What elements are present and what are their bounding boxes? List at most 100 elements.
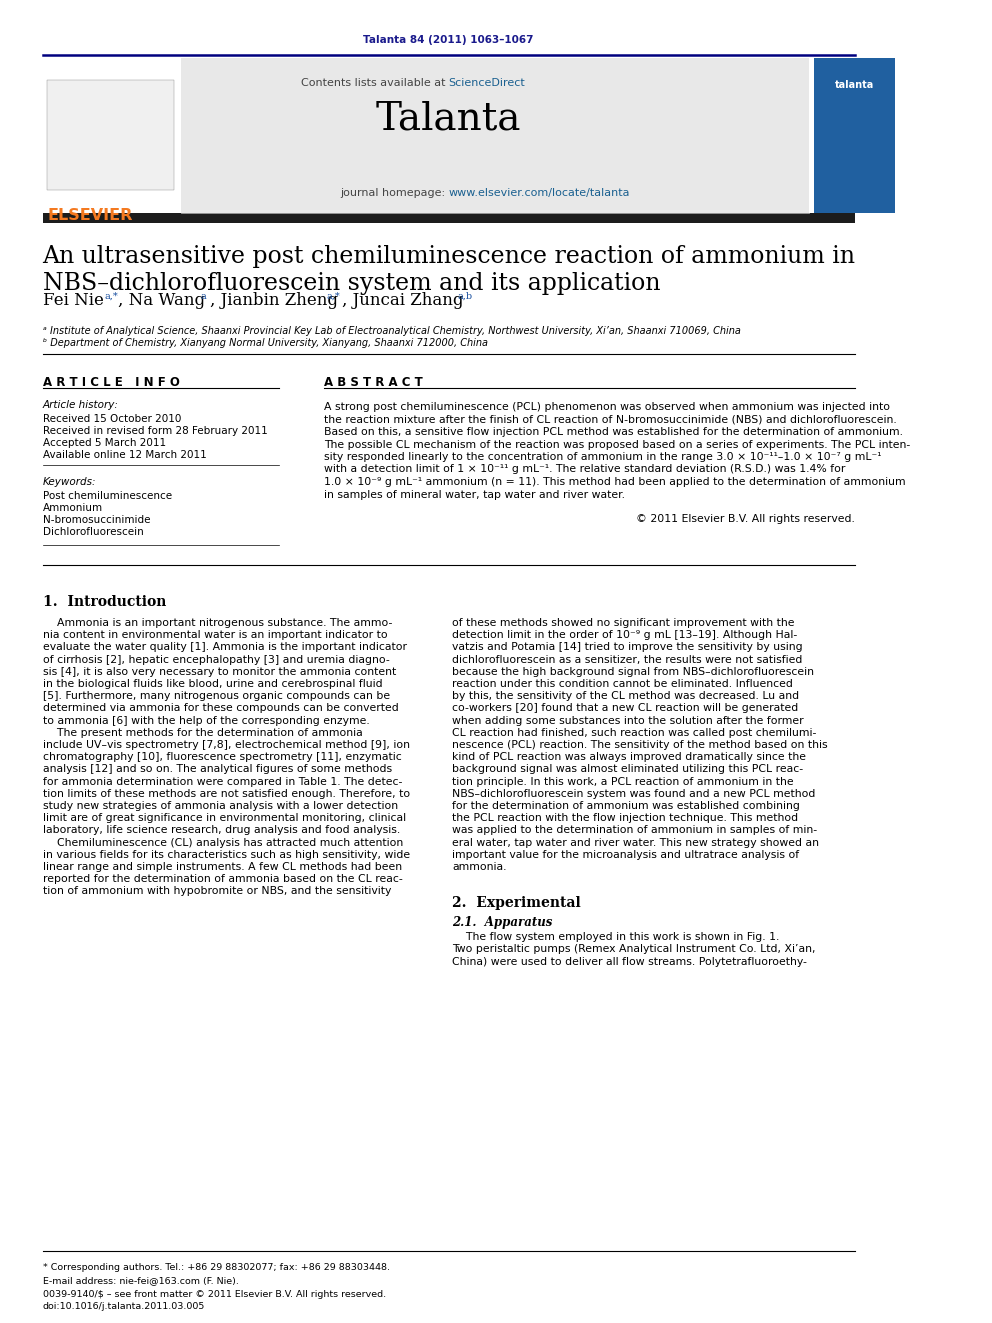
Text: Keywords:: Keywords:: [43, 478, 96, 487]
Text: www.elsevier.com/locate/talanta: www.elsevier.com/locate/talanta: [448, 188, 630, 198]
Text: ELSEVIER: ELSEVIER: [47, 208, 132, 224]
Text: laboratory, life science research, drug analysis and food analysis.: laboratory, life science research, drug …: [43, 826, 400, 835]
Text: journal homepage:: journal homepage:: [340, 188, 448, 198]
Text: © 2011 Elsevier B.V. All rights reserved.: © 2011 Elsevier B.V. All rights reserved…: [636, 515, 854, 524]
Text: dichlorofluorescein as a sensitizer, the results were not satisfied: dichlorofluorescein as a sensitizer, the…: [452, 655, 803, 664]
Text: reaction under this condition cannot be eliminated. Influenced: reaction under this condition cannot be …: [452, 679, 793, 689]
Bar: [43, 58, 181, 213]
Text: a: a: [200, 292, 206, 302]
Text: co-workers [20] found that a new CL reaction will be generated: co-workers [20] found that a new CL reac…: [452, 704, 799, 713]
Text: evaluate the water quality [1]. Ammonia is the important indicator: evaluate the water quality [1]. Ammonia …: [43, 643, 407, 652]
Text: in various fields for its characteristics such as high sensitivity, wide: in various fields for its characteristic…: [43, 849, 410, 860]
Text: E-mail address: nie-fei@163.com (F. Nie).: E-mail address: nie-fei@163.com (F. Nie)…: [43, 1275, 238, 1285]
Text: 1.0 × 10⁻⁹ g mL⁻¹ ammonium (n = 11). This method had been applied to the determi: 1.0 × 10⁻⁹ g mL⁻¹ ammonium (n = 11). Thi…: [323, 478, 906, 487]
Text: with a detection limit of 1 × 10⁻¹¹ g mL⁻¹. The relative standard deviation (R.S: with a detection limit of 1 × 10⁻¹¹ g mL…: [323, 464, 845, 475]
Text: , Juncai Zhang: , Juncai Zhang: [342, 292, 463, 310]
Text: Received 15 October 2010: Received 15 October 2010: [43, 414, 181, 423]
Text: A strong post chemiluminescence (PCL) phenomenon was observed when ammonium was : A strong post chemiluminescence (PCL) ph…: [323, 402, 890, 411]
Text: chromatography [10], fluorescence spectrometry [11], enzymatic: chromatography [10], fluorescence spectr…: [43, 753, 401, 762]
Text: in samples of mineral water, tap water and river water.: in samples of mineral water, tap water a…: [323, 490, 625, 500]
Text: , Jianbin Zheng: , Jianbin Zheng: [209, 292, 338, 310]
Text: of these methods showed no significant improvement with the: of these methods showed no significant i…: [452, 618, 795, 628]
Text: nia content in environmental water is an important indicator to: nia content in environmental water is an…: [43, 630, 387, 640]
Text: Based on this, a sensitive flow injection PCL method was established for the det: Based on this, a sensitive flow injectio…: [323, 427, 903, 437]
Text: * Corresponding authors. Tel.: +86 29 88302077; fax: +86 29 88303448.: * Corresponding authors. Tel.: +86 29 88…: [43, 1263, 390, 1271]
Text: NBS–dichlorofluorescein system and its application: NBS–dichlorofluorescein system and its a…: [43, 273, 660, 295]
Text: A R T I C L E   I N F O: A R T I C L E I N F O: [43, 376, 180, 389]
Text: was applied to the determination of ammonium in samples of min-: was applied to the determination of ammo…: [452, 826, 817, 835]
Text: a,*: a,*: [105, 292, 119, 302]
Text: Fei Nie: Fei Nie: [43, 292, 103, 310]
Text: [5]. Furthermore, many nitrogenous organic compounds can be: [5]. Furthermore, many nitrogenous organ…: [43, 691, 390, 701]
Text: NBS–dichlorofluorescein system was found and a new PCL method: NBS–dichlorofluorescein system was found…: [452, 789, 815, 799]
Text: tion principle. In this work, a PCL reaction of ammonium in the: tion principle. In this work, a PCL reac…: [452, 777, 794, 787]
Text: detection limit in the order of 10⁻⁹ g mL [13–19]. Although Hal-: detection limit in the order of 10⁻⁹ g m…: [452, 630, 798, 640]
Text: doi:10.1016/j.talanta.2011.03.005: doi:10.1016/j.talanta.2011.03.005: [43, 1302, 205, 1311]
Text: A B S T R A C T: A B S T R A C T: [323, 376, 423, 389]
Text: include UV–vis spectrometry [7,8], electrochemical method [9], ion: include UV–vis spectrometry [7,8], elect…: [43, 740, 410, 750]
Text: study new strategies of ammonia analysis with a lower detection: study new strategies of ammonia analysis…: [43, 800, 398, 811]
Text: CL reaction had finished, such reaction was called post chemilumi-: CL reaction had finished, such reaction …: [452, 728, 816, 738]
Text: 1.  Introduction: 1. Introduction: [43, 595, 166, 609]
Text: a,*: a,*: [326, 292, 340, 302]
Text: ammonia.: ammonia.: [452, 863, 507, 872]
Text: sity responded linearly to the concentration of ammonium in the range 3.0 × 10⁻¹: sity responded linearly to the concentra…: [323, 452, 881, 462]
Text: tion limits of these methods are not satisfied enough. Therefore, to: tion limits of these methods are not sat…: [43, 789, 410, 799]
Text: a,b: a,b: [457, 292, 473, 302]
Text: sis [4], it is also very necessary to monitor the ammonia content: sis [4], it is also very necessary to mo…: [43, 667, 396, 677]
Text: 2.1.  Apparatus: 2.1. Apparatus: [452, 917, 553, 929]
Text: Article history:: Article history:: [43, 400, 118, 410]
Text: N-bromosuccinimide: N-bromosuccinimide: [43, 515, 150, 525]
Text: tion of ammonium with hypobromite or NBS, and the sensitivity: tion of ammonium with hypobromite or NBS…: [43, 886, 391, 897]
Text: ᵃ Institute of Analytical Science, Shaanxi Provincial Key Lab of Electroanalytic: ᵃ Institute of Analytical Science, Shaan…: [43, 325, 740, 336]
Text: talanta: talanta: [835, 79, 874, 90]
Text: The flow system employed in this work is shown in Fig. 1.: The flow system employed in this work is…: [452, 933, 780, 942]
Text: for the determination of ammonium was established combining: for the determination of ammonium was es…: [452, 800, 800, 811]
Text: Talanta: Talanta: [376, 101, 522, 138]
Text: Post chemiluminescence: Post chemiluminescence: [43, 491, 172, 501]
Text: analysis [12] and so on. The analytical figures of some methods: analysis [12] and so on. The analytical …: [43, 765, 392, 774]
Text: Two peristaltic pumps (Remex Analytical Instrument Co. Ltd, Xi’an,: Two peristaltic pumps (Remex Analytical …: [452, 945, 815, 954]
Text: The possible CL mechanism of the reaction was proposed based on a series of expe: The possible CL mechanism of the reactio…: [323, 439, 910, 450]
Text: Dichlorofluorescein: Dichlorofluorescein: [43, 527, 143, 537]
Text: when adding some substances into the solution after the former: when adding some substances into the sol…: [452, 716, 804, 725]
Text: background signal was almost eliminated utilizing this PCL reac-: background signal was almost eliminated …: [452, 765, 804, 774]
Text: for ammonia determination were compared in Table 1. The detec-: for ammonia determination were compared …: [43, 777, 402, 787]
Text: eral water, tap water and river water. This new strategy showed an: eral water, tap water and river water. T…: [452, 837, 819, 848]
Text: ᵇ Department of Chemistry, Xianyang Normal University, Xianyang, Shaanxi 712000,: ᵇ Department of Chemistry, Xianyang Norm…: [43, 337, 487, 348]
Text: Ammonium: Ammonium: [43, 503, 102, 513]
Text: Accepted 5 March 2011: Accepted 5 March 2011: [43, 438, 166, 448]
Text: kind of PCL reaction was always improved dramatically since the: kind of PCL reaction was always improved…: [452, 753, 806, 762]
Text: determined via ammonia for these compounds can be converted: determined via ammonia for these compoun…: [43, 704, 398, 713]
Text: An ultrasensitive post chemiluminescence reaction of ammonium in: An ultrasensitive post chemiluminescence…: [43, 245, 855, 269]
Text: the reaction mixture after the finish of CL reaction of N-bromosuccinimide (NBS): the reaction mixture after the finish of…: [323, 414, 897, 425]
Text: important value for the microanalysis and ultratrace analysis of: important value for the microanalysis an…: [452, 849, 800, 860]
Text: reported for the determination of ammonia based on the CL reac-: reported for the determination of ammoni…: [43, 875, 402, 884]
Bar: [47, 79, 174, 191]
Text: Contents lists available at: Contents lists available at: [301, 78, 448, 89]
Text: vatzis and Potamia [14] tried to improve the sensitivity by using: vatzis and Potamia [14] tried to improve…: [452, 643, 803, 652]
Text: the PCL reaction with the flow injection technique. This method: the PCL reaction with the flow injection…: [452, 814, 799, 823]
Text: Available online 12 March 2011: Available online 12 March 2011: [43, 450, 206, 460]
Bar: [181, 58, 809, 213]
Text: Chemiluminescence (CL) analysis has attracted much attention: Chemiluminescence (CL) analysis has attr…: [43, 837, 403, 848]
Text: Received in revised form 28 February 2011: Received in revised form 28 February 201…: [43, 426, 267, 437]
Text: because the high background signal from NBS–dichlorofluorescein: because the high background signal from …: [452, 667, 814, 677]
Text: limit are of great significance in environmental monitoring, clinical: limit are of great significance in envir…: [43, 814, 406, 823]
Text: 0039-9140/$ – see front matter © 2011 Elsevier B.V. All rights reserved.: 0039-9140/$ – see front matter © 2011 El…: [43, 1290, 386, 1299]
Text: linear range and simple instruments. A few CL methods had been: linear range and simple instruments. A f…: [43, 863, 402, 872]
Text: Talanta 84 (2011) 1063–1067: Talanta 84 (2011) 1063–1067: [363, 34, 534, 45]
Text: ScienceDirect: ScienceDirect: [448, 78, 526, 89]
Bar: [813, 58, 896, 213]
Text: 2.  Experimental: 2. Experimental: [452, 896, 581, 910]
Text: , Na Wang: , Na Wang: [118, 292, 205, 310]
Text: Ammonia is an important nitrogenous substance. The ammo-: Ammonia is an important nitrogenous subs…: [43, 618, 392, 628]
Text: by this, the sensitivity of the CL method was decreased. Lu and: by this, the sensitivity of the CL metho…: [452, 691, 800, 701]
Text: of cirrhosis [2], hepatic encephalopathy [3] and uremia diagno-: of cirrhosis [2], hepatic encephalopathy…: [43, 655, 389, 664]
Text: China) were used to deliver all flow streams. Polytetrafluoroethy-: China) were used to deliver all flow str…: [452, 957, 807, 967]
Bar: [43, 213, 854, 224]
Text: The present methods for the determination of ammonia: The present methods for the determinatio…: [43, 728, 362, 738]
Text: to ammonia [6] with the help of the corresponding enzyme.: to ammonia [6] with the help of the corr…: [43, 716, 369, 725]
Text: nescence (PCL) reaction. The sensitivity of the method based on this: nescence (PCL) reaction. The sensitivity…: [452, 740, 827, 750]
Text: in the biological fluids like blood, urine and cerebrospinal fluid: in the biological fluids like blood, uri…: [43, 679, 382, 689]
